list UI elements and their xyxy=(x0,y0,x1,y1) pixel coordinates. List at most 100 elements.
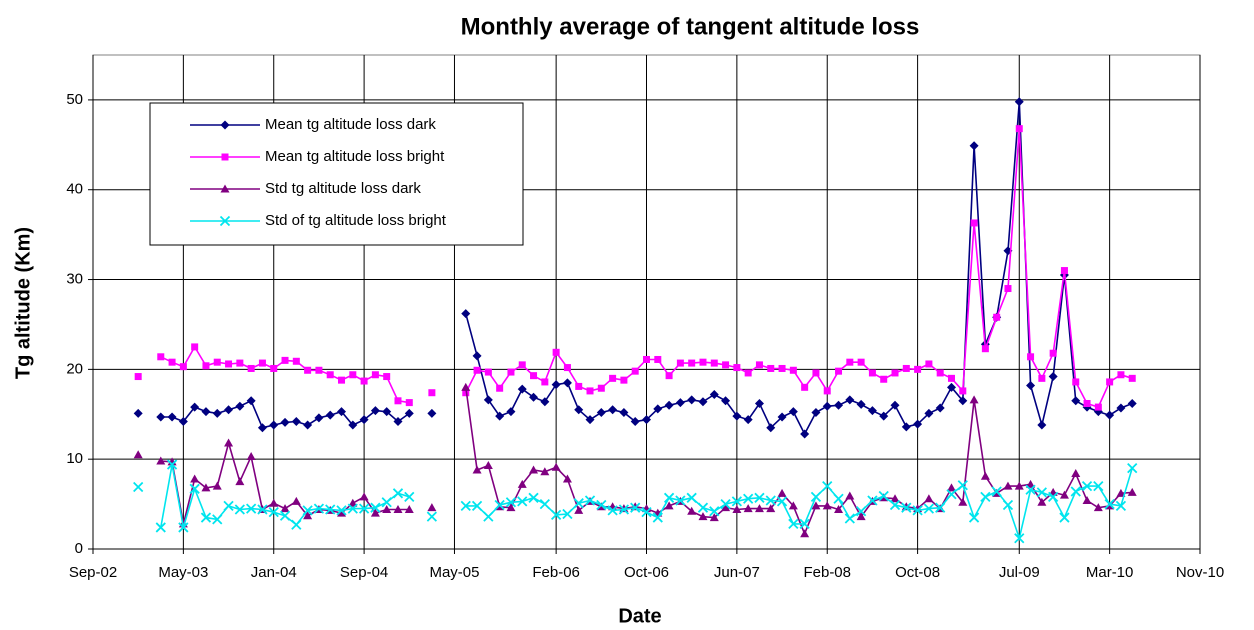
marker xyxy=(732,411,742,421)
marker xyxy=(1093,480,1104,492)
marker xyxy=(1116,488,1126,497)
y-tick-label: 40 xyxy=(66,181,83,198)
marker xyxy=(304,366,312,374)
marker xyxy=(303,420,313,430)
marker xyxy=(957,480,968,491)
legend-label: Mean tg altitude loss bright xyxy=(265,148,445,165)
marker xyxy=(347,503,358,514)
marker xyxy=(495,411,505,421)
x-tick-label: Nov-10 xyxy=(1176,564,1224,581)
marker xyxy=(799,518,810,529)
marker xyxy=(1070,486,1081,497)
marker xyxy=(947,374,955,382)
x-tick-label: Jun-07 xyxy=(714,564,760,581)
x-tick-label: Mar-10 xyxy=(1086,564,1134,581)
marker xyxy=(190,474,200,483)
marker xyxy=(528,492,539,503)
marker xyxy=(235,477,245,486)
marker xyxy=(483,460,493,469)
marker xyxy=(506,407,516,417)
marker xyxy=(178,522,189,533)
marker xyxy=(620,376,628,384)
marker xyxy=(743,504,753,513)
marker xyxy=(880,375,888,383)
marker xyxy=(1093,503,1103,512)
marker xyxy=(867,406,877,416)
marker xyxy=(1127,398,1137,408)
marker xyxy=(834,400,844,410)
marker xyxy=(923,503,935,514)
marker xyxy=(381,497,392,508)
marker xyxy=(550,509,562,521)
marker xyxy=(1048,491,1059,503)
marker xyxy=(801,383,809,391)
marker xyxy=(471,500,483,512)
marker xyxy=(539,498,550,510)
marker xyxy=(664,501,674,510)
marker xyxy=(867,495,878,506)
marker xyxy=(709,513,719,522)
marker xyxy=(1127,463,1138,474)
x-tick-label: Sep-02 xyxy=(69,564,117,581)
marker xyxy=(575,382,583,390)
marker xyxy=(652,512,663,523)
marker xyxy=(212,408,222,418)
marker xyxy=(315,366,323,374)
marker xyxy=(269,498,279,507)
marker xyxy=(1014,533,1025,544)
marker xyxy=(314,413,324,423)
marker xyxy=(720,498,731,510)
marker xyxy=(980,471,990,480)
legend-label: Std of tg altitude loss bright xyxy=(265,212,447,229)
marker xyxy=(382,504,392,513)
marker xyxy=(1117,371,1125,379)
marker xyxy=(823,387,831,395)
marker xyxy=(822,480,833,492)
marker xyxy=(483,395,493,405)
marker xyxy=(472,351,482,361)
marker xyxy=(1026,381,1036,391)
marker xyxy=(427,408,437,418)
x-tick-label: Feb-06 xyxy=(532,564,580,581)
marker xyxy=(788,501,798,510)
marker xyxy=(348,498,358,507)
marker xyxy=(1071,469,1081,478)
marker xyxy=(709,390,719,400)
marker xyxy=(224,438,234,447)
x-tick-label: Sep-04 xyxy=(340,564,388,581)
marker xyxy=(619,407,629,417)
marker xyxy=(1048,372,1058,382)
marker xyxy=(959,387,967,395)
marker xyxy=(991,486,1002,497)
marker xyxy=(946,483,956,492)
marker xyxy=(156,412,166,422)
marker xyxy=(133,450,143,459)
marker xyxy=(349,371,357,379)
marker xyxy=(337,508,347,517)
marker xyxy=(371,371,379,379)
marker xyxy=(1105,410,1115,420)
marker xyxy=(370,406,380,416)
marker xyxy=(370,502,381,513)
marker xyxy=(699,358,707,366)
marker xyxy=(292,357,300,365)
marker xyxy=(631,367,639,375)
marker xyxy=(220,184,230,193)
marker xyxy=(483,511,494,522)
marker xyxy=(788,407,798,417)
marker xyxy=(280,504,290,513)
marker xyxy=(969,395,979,404)
marker xyxy=(766,504,776,513)
marker xyxy=(958,497,968,506)
marker xyxy=(213,358,221,366)
marker xyxy=(968,512,980,523)
marker xyxy=(1083,399,1091,407)
marker xyxy=(326,371,334,379)
marker xyxy=(1059,512,1070,523)
marker xyxy=(1106,378,1114,386)
marker xyxy=(202,362,210,370)
marker xyxy=(890,494,900,503)
marker xyxy=(1015,125,1023,133)
marker xyxy=(800,529,810,538)
legend-label: Std tg altitude loss dark xyxy=(265,180,421,197)
